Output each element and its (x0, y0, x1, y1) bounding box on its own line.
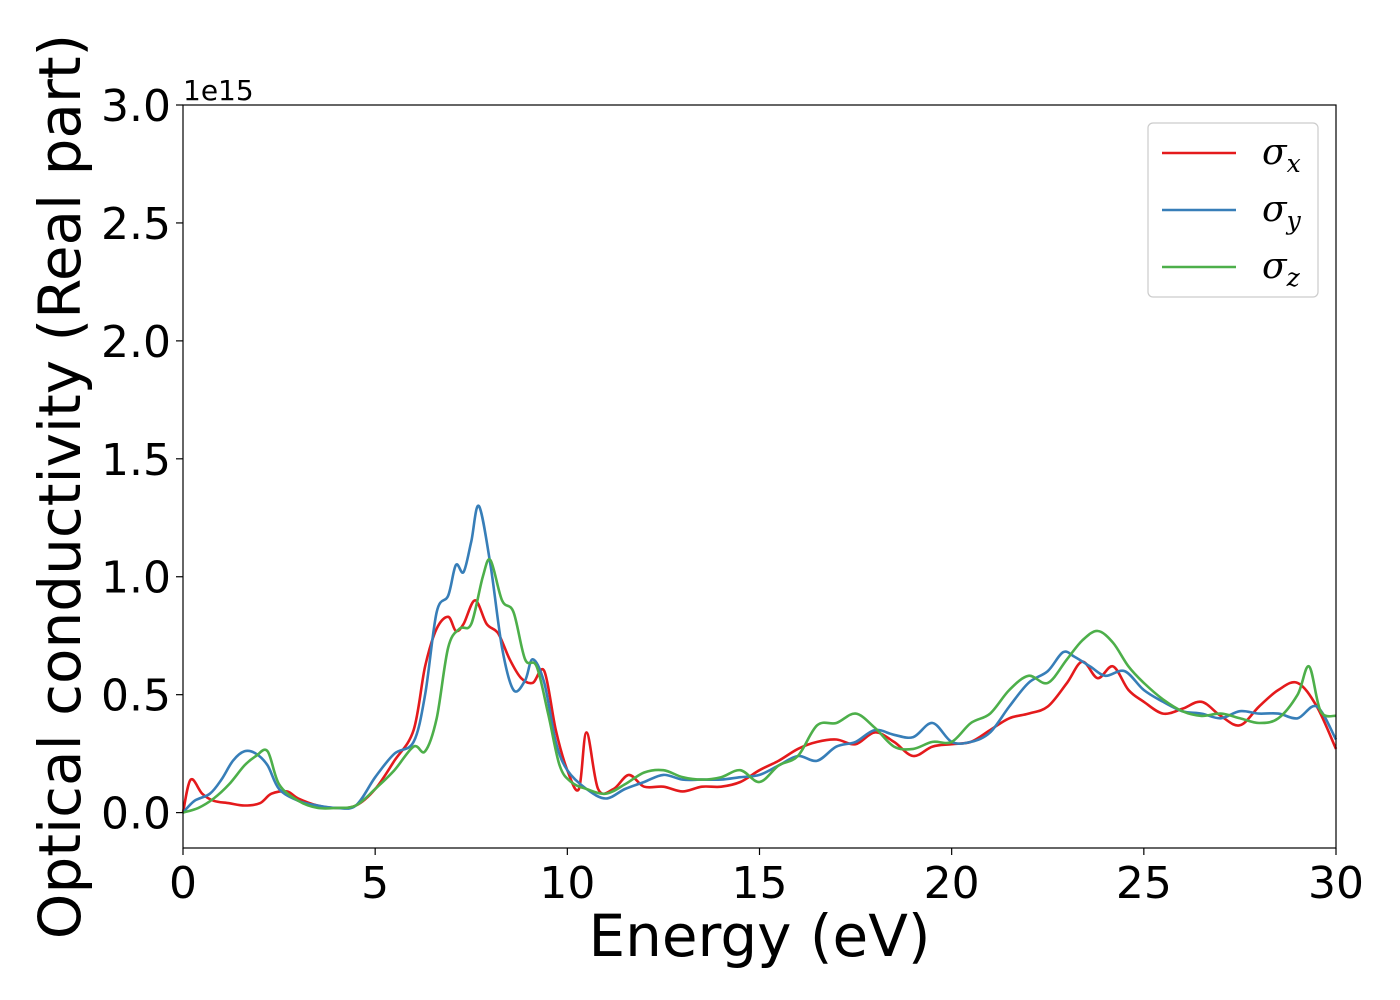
x-axis-ticks: 0 5 10 15 20 25 30 (169, 848, 1364, 909)
series-line-z (182, 558, 1337, 814)
y-axis-offset-label: 1e15 (183, 74, 254, 107)
y-tick-label: 0.0 (101, 789, 171, 840)
legend-label-z: σz (1262, 246, 1301, 292)
x-tick-label: 30 (1308, 858, 1364, 909)
y-tick-label: 2.5 (101, 199, 171, 250)
y-axis-ticks: 0.0 0.5 1.0 1.5 2.0 2.5 3.0 (101, 81, 183, 840)
legend-label-y: σy (1262, 189, 1302, 235)
y-axis-title: Optical conductivity (Real part) (26, 34, 94, 939)
x-tick-label: 0 (169, 858, 197, 909)
y-tick-label: 2.0 (101, 317, 171, 368)
y-tick-label: 0.5 (101, 671, 171, 722)
y-tick-label: 1.0 (101, 553, 171, 604)
x-tick-label: 20 (924, 858, 980, 909)
x-tick-label: 10 (539, 858, 595, 909)
y-tick-label: 3.0 (101, 81, 171, 132)
y-tick-label: 1.5 (101, 435, 171, 486)
x-tick-label: 5 (361, 858, 389, 909)
legend-label-x: σx (1262, 132, 1301, 178)
x-tick-label: 25 (1116, 858, 1172, 909)
x-axis-title: Energy (eV) (588, 902, 930, 970)
series-lines (181, 504, 1338, 814)
legend: σx σy σz (1147, 122, 1319, 298)
x-tick-label: 15 (732, 858, 788, 909)
